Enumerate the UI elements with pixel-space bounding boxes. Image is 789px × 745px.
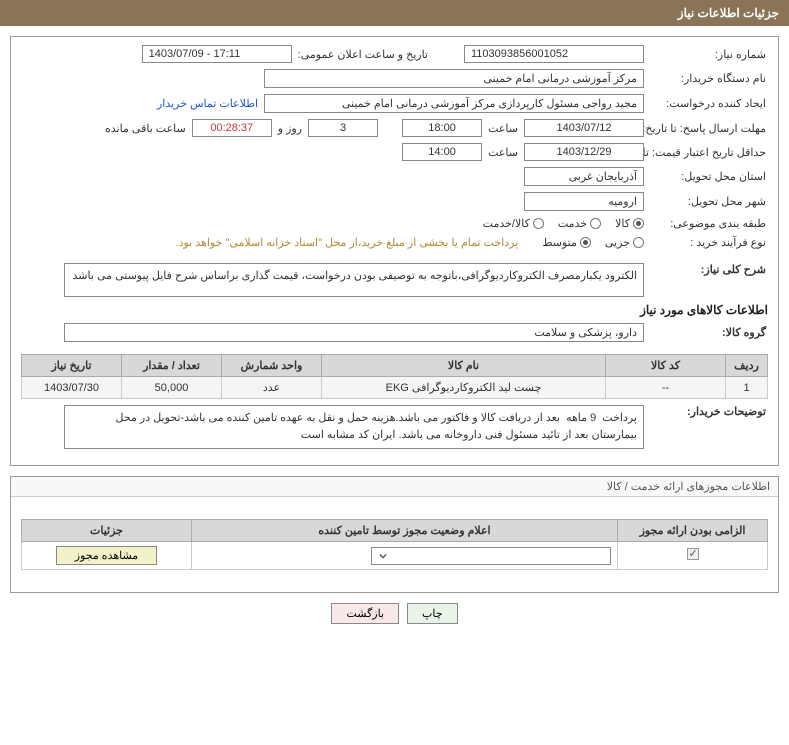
row-reply-deadline: مهلت ارسال پاسخ: تا تاریخ: 1403/07/12 سا… <box>21 119 768 137</box>
field-countdown: 00:28:37 <box>192 119 272 137</box>
field-reply-time: 18:00 <box>402 119 482 137</box>
label-province: استان محل تحویل: <box>648 170 768 183</box>
label-validity: حداقل تاریخ اعتبار قیمت: تا تاریخ: <box>648 146 768 159</box>
label-buyer-notes: توضیحات خریدار: <box>648 405 768 418</box>
label-time-remaining: ساعت باقی مانده <box>103 122 188 135</box>
td-code: -- <box>606 377 726 399</box>
th-date: تاریخ نیاز <box>22 355 122 377</box>
row-general-desc: شرح کلی نیاز: الکترود یکبارمصرف الکتروکا… <box>21 263 768 297</box>
ltd-status <box>192 542 618 570</box>
license-row: مشاهده مجوز <box>22 542 768 570</box>
th-unit: واحد شمارش <box>222 355 322 377</box>
field-reply-date: 1403/07/12 <box>524 119 644 137</box>
goods-table-header: ردیف کد کالا نام کالا واحد شمارش تعداد /… <box>22 355 768 377</box>
radio-medium-label: متوسط <box>542 236 577 249</box>
label-requester: ایجاد کننده درخواست: <box>648 97 768 110</box>
field-validity-time: 14:00 <box>402 143 482 161</box>
row-province: استان محل تحویل: آذربایجان غربی <box>21 167 768 186</box>
radio-partial[interactable]: جزیی <box>605 236 644 249</box>
label-reply-deadline: مهلت ارسال پاسخ: تا تاریخ: <box>648 122 768 135</box>
print-button[interactable]: چاپ <box>407 603 458 624</box>
td-row: 1 <box>726 377 768 399</box>
lth-details: جزئیات <box>22 520 192 542</box>
field-buyer-notes: پرداخت 9 ماهه بعد از دریافت کالا و فاکتو… <box>64 405 644 449</box>
table-row: 1 -- چست لید الکتروکاردیوگرافی EKG عدد 5… <box>22 377 768 399</box>
chevron-down-icon <box>376 549 390 563</box>
row-buyer-notes: توضیحات خریدار: پرداخت 9 ماهه بعد از دری… <box>21 405 768 449</box>
field-requester: مجید رواجی مسئول کارپردازی مرکز آموزشی د… <box>264 94 644 113</box>
mandatory-checkbox[interactable] <box>687 548 699 560</box>
radio-group-class: کالا خدمت کالا/خدمت <box>483 217 644 230</box>
label-general-desc: شرح کلی نیاز: <box>648 263 768 276</box>
th-qty: تعداد / مقدار <box>122 355 222 377</box>
field-days-remaining: 3 <box>308 119 378 137</box>
buyer-contact-link[interactable]: اطلاعات تماس خریدار <box>155 97 260 110</box>
row-goods-group: گروه کالا: دارو، پزشکی و سلامت <box>21 323 768 342</box>
radio-partial-label: جزیی <box>605 236 630 249</box>
field-buyer-org: مرکز آموزشی درمانی امام خمینی <box>264 69 644 88</box>
radio-medium[interactable]: متوسط <box>542 236 591 249</box>
radio-goods-label: کالا <box>615 217 630 230</box>
row-subject-class: طبقه بندی موضوعی: کالا خدمت کالا/خدمت <box>21 217 768 230</box>
label-time-1: ساعت <box>486 122 520 135</box>
field-announce-dt: 1403/07/09 - 17:11 <box>142 45 292 63</box>
page-title: جزئیات اطلاعات نیاز <box>678 6 779 20</box>
label-goods-group: گروه کالا: <box>648 326 768 339</box>
goods-table: ردیف کد کالا نام کالا واحد شمارش تعداد /… <box>21 354 768 399</box>
field-need-no: 1103093856001052 <box>464 45 644 63</box>
row-need-no: شماره نیاز: 1103093856001052 تاریخ و ساع… <box>21 45 768 63</box>
footer-buttons: چاپ بازگشت <box>0 603 789 624</box>
radio-goodsservice-label: کالا/خدمت <box>483 217 530 230</box>
radio-service[interactable]: خدمت <box>558 217 601 230</box>
th-row: ردیف <box>726 355 768 377</box>
radio-goodsservice[interactable]: کالا/خدمت <box>483 217 544 230</box>
td-name: چست لید الکتروکاردیوگرافی EKG <box>322 377 606 399</box>
td-date: 1403/07/30 <box>22 377 122 399</box>
goods-info-title: اطلاعات کالاهای مورد نیاز <box>21 303 768 317</box>
label-process-type: نوع فرآیند خرید : <box>648 236 768 249</box>
label-announce-dt: تاریخ و ساعت اعلان عمومی: <box>296 48 430 61</box>
label-buyer-org: نام دستگاه خریدار: <box>648 72 768 85</box>
lth-mandatory: الزامی بودن ارائه مجوز <box>618 520 768 542</box>
label-days-and: روز و <box>276 122 304 135</box>
field-goods-group: دارو، پزشکی و سلامت <box>64 323 644 342</box>
label-time-2: ساعت <box>486 146 520 159</box>
ltd-details: مشاهده مجوز <box>22 542 192 570</box>
status-select[interactable] <box>371 547 611 565</box>
view-license-button[interactable]: مشاهده مجوز <box>56 546 157 565</box>
row-requester: ایجاد کننده درخواست: مجید رواجی مسئول کا… <box>21 94 768 113</box>
td-unit: عدد <box>222 377 322 399</box>
label-need-no: شماره نیاز: <box>648 48 768 61</box>
label-subject-class: طبقه بندی موضوعی: <box>648 217 768 230</box>
lth-status: اعلام وضعیت مجوز توسط تامین کننده <box>192 520 618 542</box>
row-process-type: نوع فرآیند خرید : جزیی متوسط پرداخت تمام… <box>21 236 768 249</box>
field-province: آذربایجان غربی <box>524 167 644 186</box>
ltd-mandatory <box>618 542 768 570</box>
row-validity: حداقل تاریخ اعتبار قیمت: تا تاریخ: 1403/… <box>21 143 768 161</box>
field-validity-date: 1403/12/29 <box>524 143 644 161</box>
row-buyer-org: نام دستگاه خریدار: مرکز آموزشی درمانی ام… <box>21 69 768 88</box>
license-table: الزامی بودن ارائه مجوز اعلام وضعیت مجوز … <box>21 519 768 570</box>
back-button[interactable]: بازگشت <box>331 603 399 624</box>
license-section-title: اطلاعات مجوزهای ارائه خدمت / کالا <box>11 477 778 497</box>
page-header: جزئیات اطلاعات نیاز <box>0 0 789 26</box>
field-general-desc: الکترود یکبارمصرف الکتروکاردیوگرافی،باتو… <box>64 263 644 297</box>
license-panel: اطلاعات مجوزهای ارائه خدمت / کالا الزامی… <box>10 476 779 593</box>
th-code: کد کالا <box>606 355 726 377</box>
main-panel: شماره نیاز: 1103093856001052 تاریخ و ساع… <box>10 36 779 466</box>
label-city: شهر محل تحویل: <box>648 195 768 208</box>
radio-group-process: جزیی متوسط <box>542 236 644 249</box>
row-city: شهر محل تحویل: ارومیه <box>21 192 768 211</box>
payment-note: پرداخت تمام یا بخشی از مبلغ خرید،از محل … <box>176 236 519 249</box>
field-city: ارومیه <box>524 192 644 211</box>
radio-goods[interactable]: کالا <box>615 217 644 230</box>
th-name: نام کالا <box>322 355 606 377</box>
radio-service-label: خدمت <box>558 217 587 230</box>
td-qty: 50,000 <box>122 377 222 399</box>
license-table-header: الزامی بودن ارائه مجوز اعلام وضعیت مجوز … <box>22 520 768 542</box>
